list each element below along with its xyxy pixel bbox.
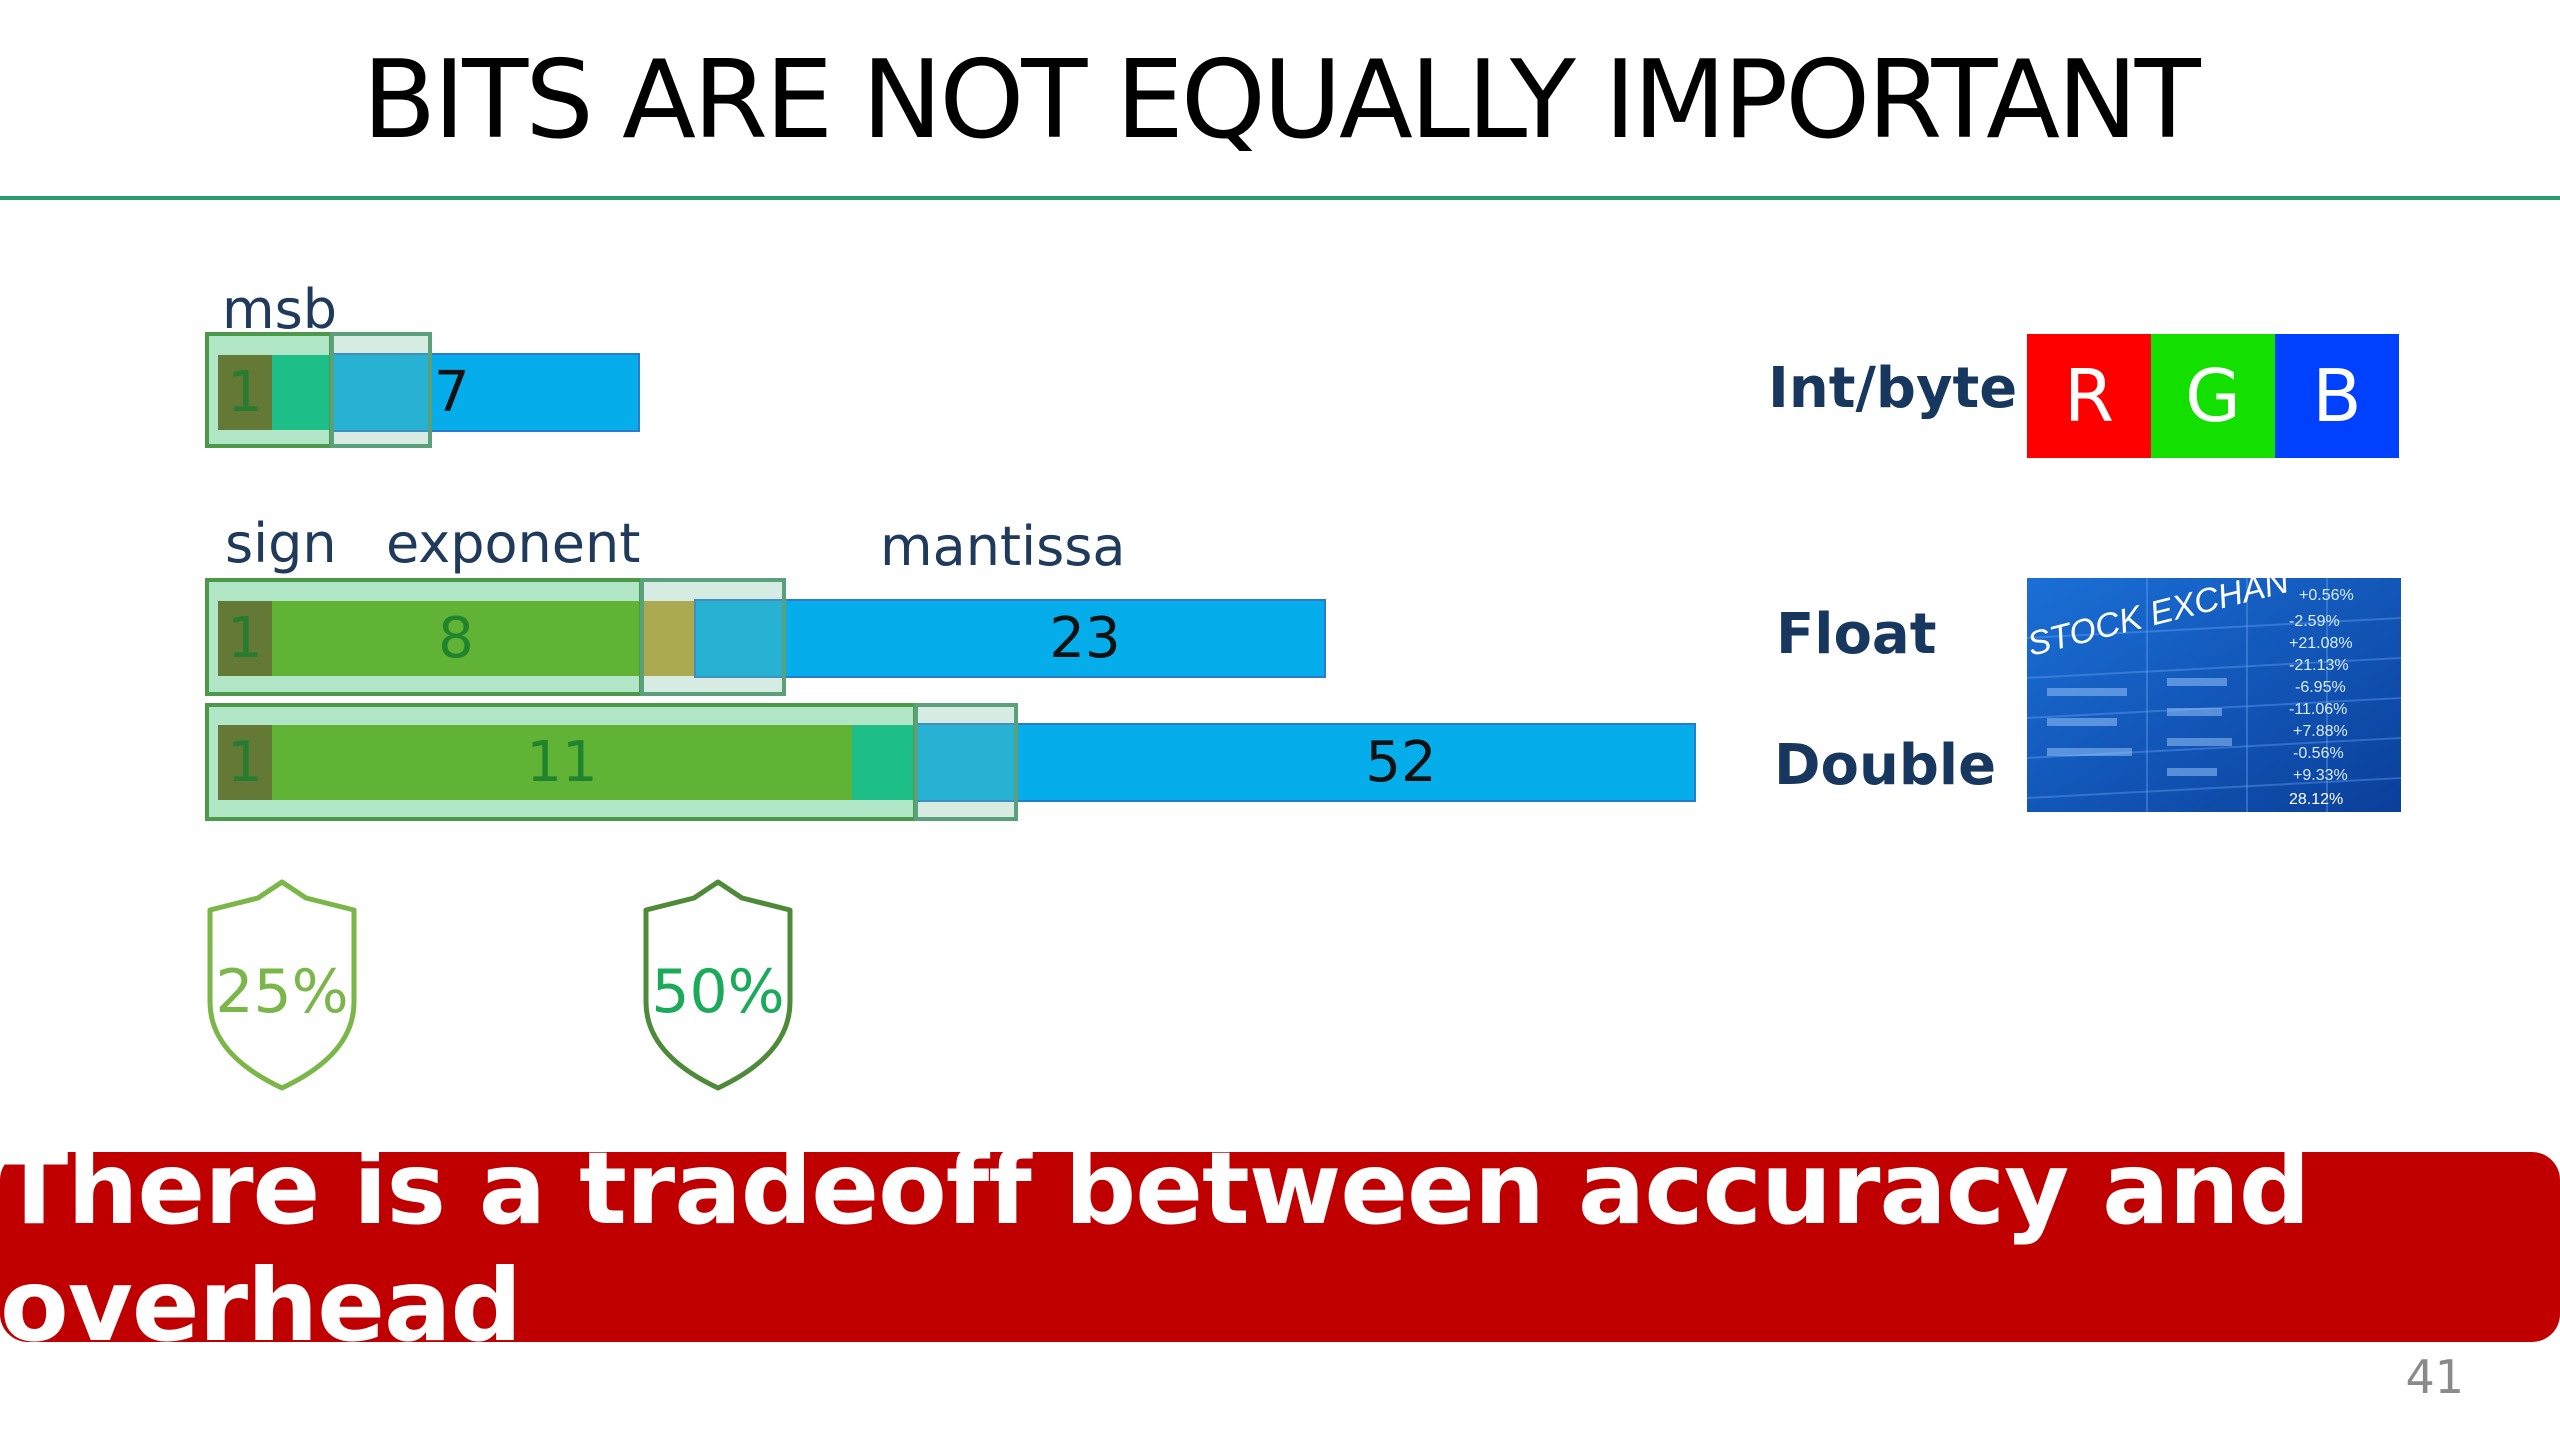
title-divider (0, 196, 2560, 200)
rgb-g-box: G (2151, 334, 2275, 458)
stock-value: +9.33% (2293, 767, 2348, 784)
stock-value: 28.12% (2289, 791, 2343, 808)
shield-25-icon: 25% (207, 879, 357, 1091)
shield-50-icon: 50% (643, 879, 793, 1091)
int-extended-highlight (330, 332, 432, 448)
float-protect-highlight (205, 578, 643, 696)
int-msb-field: 1 (218, 355, 272, 430)
int-protect-highlight (205, 332, 333, 448)
float-mantissa-field: 23 (694, 599, 1326, 678)
stock-value: -0.56% (2293, 745, 2344, 762)
slide-title: BITS ARE NOT EQUALLY IMPORTANT (362, 38, 2200, 163)
shield-25-text: 25% (215, 957, 348, 1027)
double-protect-highlight (205, 703, 917, 821)
double-exponent-field: 11 (272, 725, 852, 800)
float-sign-field: 1 (218, 601, 272, 676)
double-mantissa-field: 52 (916, 723, 1696, 802)
float-exponent-field: 8 (272, 601, 640, 676)
exponent-label: exponent (386, 512, 641, 575)
float-gold-field (640, 601, 694, 676)
rgb-r-box: R (2027, 334, 2151, 458)
float-extended-highlight (640, 578, 786, 696)
int-low-bits-field: 7 (332, 353, 640, 432)
rgb-b-box: B (2275, 334, 2399, 458)
stock-exchange-image: STOCK EXCHAN +0.56% -2.59% +21.08% -21.1… (2027, 578, 2401, 812)
double-sign-field: 1 (218, 725, 272, 800)
banner-text: There is a tradeoff between accuracy and… (0, 1130, 2310, 1364)
double-extended-highlight (914, 703, 1018, 821)
double-teal-field (852, 725, 916, 800)
msb-label: msb (222, 278, 338, 341)
stock-value: -2.59% (2289, 613, 2340, 630)
page-number: 41 (2405, 1350, 2464, 1404)
stock-value: +21.08% (2289, 635, 2353, 652)
type-float-label: Float (1776, 602, 1937, 667)
stock-value: -21.13% (2289, 657, 2349, 674)
int-field-teal (272, 355, 332, 430)
stock-value: -11.06% (2289, 701, 2347, 718)
mantissa-label: mantissa (880, 515, 1126, 578)
type-double-label: Double (1774, 733, 1997, 798)
stock-value: +7.88% (2293, 723, 2348, 740)
type-int-label: Int/byte (1768, 356, 2018, 421)
stock-value: +0.56% (2299, 587, 2354, 604)
shield-50-text: 50% (651, 957, 784, 1027)
stock-value: -6.95% (2295, 679, 2346, 696)
sign-label: sign (225, 512, 337, 575)
tradeoff-banner: There is a tradeoff between accuracy and… (0, 1130, 2560, 1364)
